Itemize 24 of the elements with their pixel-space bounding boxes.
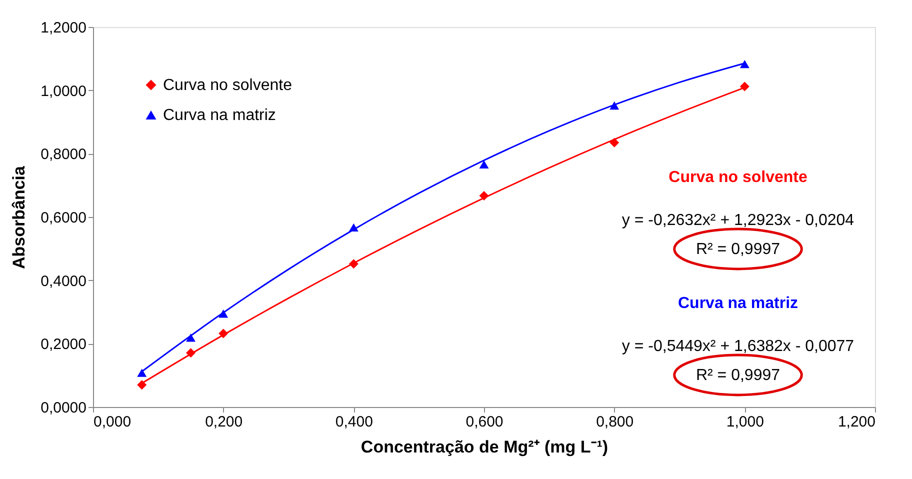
legend-label: Curva na matriz — [163, 107, 276, 124]
x-tick-label: 1,000 — [726, 414, 764, 430]
x-tick-label: 0,800 — [596, 414, 634, 430]
y-tick-label: 0,0000 — [40, 400, 86, 416]
y-tick-label: 1,0000 — [40, 82, 86, 100]
x-tick-label: 0,000 — [94, 414, 132, 430]
y-axis-title: Absorbância — [10, 165, 29, 269]
legend-label: Curva no solvente — [163, 77, 292, 94]
annotation: R² = 0,9997 — [696, 367, 780, 384]
y-tick-label: 0,2000 — [40, 336, 86, 354]
x-tick-label: 0,200 — [205, 414, 243, 430]
annotation: Curva na matriz — [678, 295, 798, 312]
x-tick-label: 0,400 — [335, 414, 373, 430]
annotation: y = -0,5449x² + 1,6382x - 0,0077 — [622, 338, 854, 355]
y-tick-label: 0,8000 — [40, 146, 86, 164]
x-tick-label: 0,600 — [466, 414, 504, 430]
y-tick-label: 0,6000 — [40, 210, 86, 226]
x-axis-title: Concentração de Mg²⁺ (mg L⁻¹) — [360, 438, 608, 456]
y-tick-label: 1,2000 — [40, 20, 86, 36]
annotation: Curva no solvente — [668, 169, 808, 186]
y-tick-label: 0,4000 — [40, 272, 86, 290]
annotation: y = -0,2632x² + 1,2923x - 0,0204 — [622, 212, 854, 229]
x-tick-label: 1,200 — [838, 414, 876, 430]
annotation: R² = 0,9997 — [696, 241, 780, 258]
